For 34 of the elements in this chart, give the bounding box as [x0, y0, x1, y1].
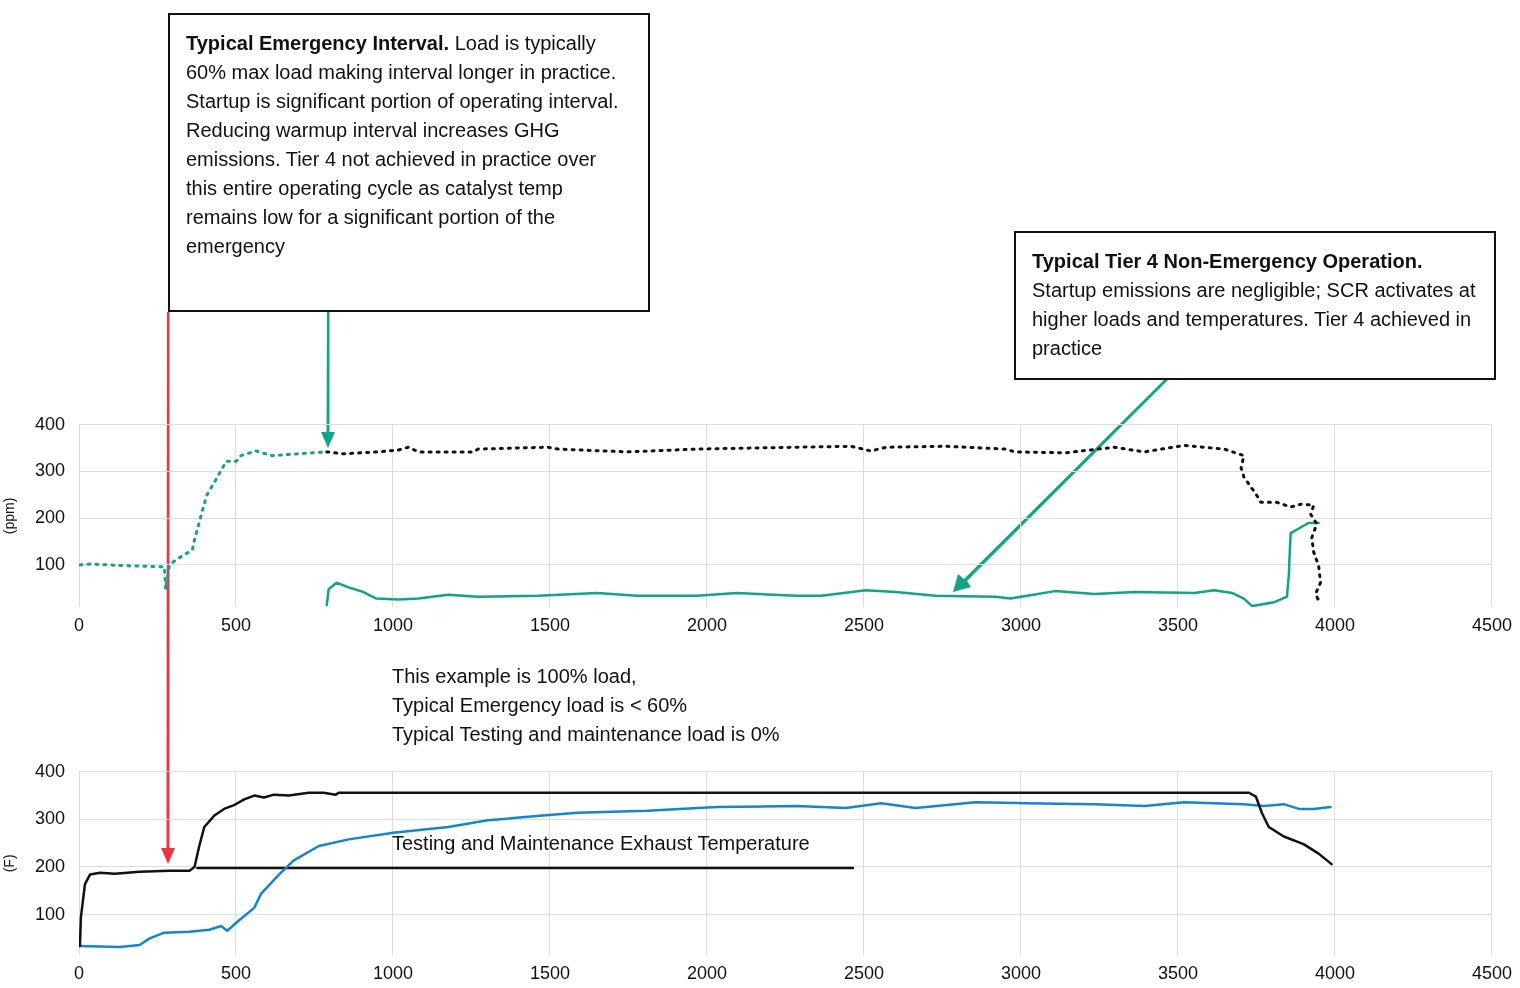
x-tick-label: 4500: [1471, 962, 1512, 983]
x-tick-label: 3000: [1000, 614, 1042, 635]
y-tick-label: 400: [34, 760, 65, 781]
x-tick-label: 0: [73, 962, 85, 983]
x-tick-label: 1000: [372, 614, 414, 635]
text: This example is 100% load, Typical Emergency load is < 60% Typical Testing and maintenance load is 0%: [392, 664, 781, 747]
x-tick-label: 3000: [1000, 962, 1042, 983]
text: Typical Tier 4 Non-Emergency Operation. Startup emissions are negligible; SCR activates at higher loads and temperatures. Tier 4 achieved in practice: [1014, 231, 1496, 380]
x-tick-label: 2500: [843, 962, 885, 983]
y-tick-label: 400: [34, 413, 65, 434]
x-tick-label: 2000: [686, 614, 728, 635]
x-tick-label: 4500: [1471, 614, 1512, 635]
y-axis-title: (ppm): [1, 497, 18, 535]
x-tick-label: 1000: [372, 962, 414, 983]
x-tick-label: 1500: [529, 962, 571, 983]
x-tick-label: 500: [220, 962, 252, 983]
x-tick-label: 2500: [843, 614, 885, 635]
y-tick-label: 100: [34, 553, 65, 574]
x-tick-label: 0: [73, 614, 85, 635]
y-tick-label: 200: [34, 507, 65, 528]
y-tick-label: 200: [34, 855, 65, 876]
y-tick-label: 300: [34, 808, 65, 829]
x-tick-label: 3500: [1157, 962, 1199, 983]
x-tick-label: 4000: [1314, 614, 1355, 635]
y-axis-title: (F): [1, 854, 18, 873]
x-tick-label: 4000: [1314, 962, 1355, 983]
annotation: Testing and Maintenance Exhaust Temperature: [392, 831, 811, 856]
x-tick-label: 3500: [1157, 614, 1199, 635]
x-tick-label: 1500: [529, 614, 571, 635]
y-tick-label: 300: [34, 460, 65, 481]
x-tick-label: 500: [220, 614, 252, 635]
x-tick-label: 2000: [686, 962, 728, 983]
text: Typical Emergency Interval. Load is typically 60% max load making interval longer in practice. Startup is significant portion of operating interval. Reducing warmup interval increases GHG emissions. Tier 4 not achieved in practice over this entire operating cycle as catalyst temp remains low for a significant portion of the emergency: [186, 32, 619, 257]
y-tick-label: 100: [34, 903, 65, 924]
